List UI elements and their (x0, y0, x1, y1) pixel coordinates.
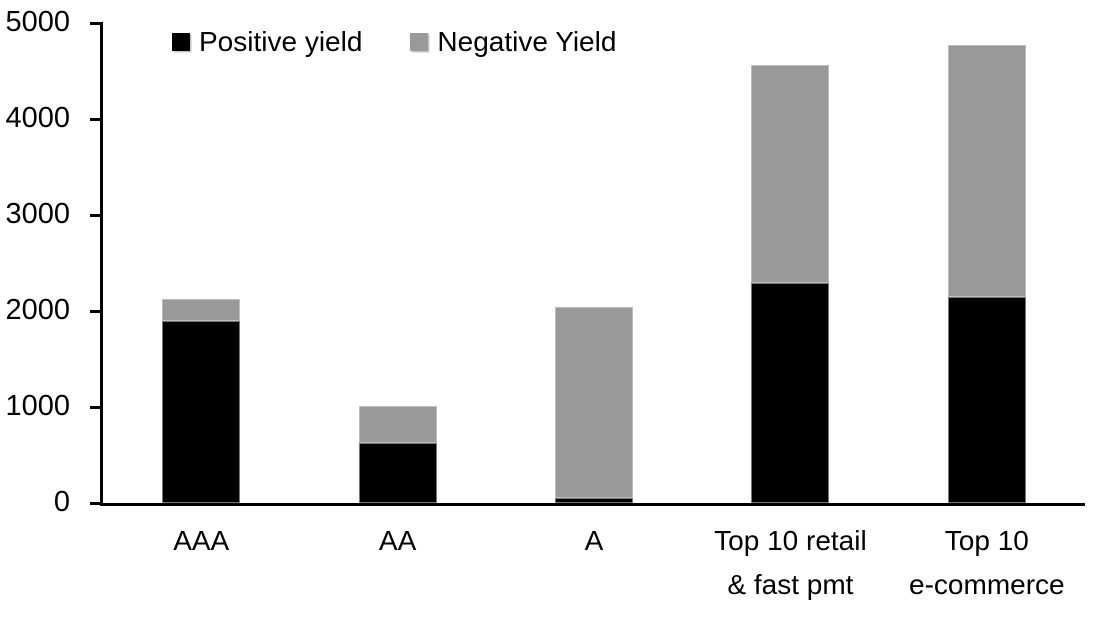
y-tick-label-0: 0 (53, 486, 70, 519)
bar-aaa-positive-yield (162, 320, 241, 503)
y-tick-mark-5000 (90, 21, 103, 25)
bar-a-positive-yield (555, 498, 633, 503)
legend-item-negative-yield: Negative Yield (410, 26, 617, 58)
legend: Positive yield Negative Yield (172, 26, 617, 58)
bar-top-10-e-commerce-negative-yield (947, 45, 1026, 297)
plot-area (90, 21, 1085, 506)
bar-aa-negative-yield (358, 406, 437, 443)
x-category-label-aa: AA (378, 525, 417, 556)
y-tick-label-5000: 5000 (5, 6, 70, 39)
bar-aaa-negative-yield (162, 298, 241, 321)
legend-item-positive-yield: Positive yield (172, 26, 363, 58)
x-axis-labels: AAA AA A Top 10 retail & fast pmt Top 10 e-com… (103, 519, 1085, 607)
bar-top-10-retail-fast-pmt-positive-yield (751, 283, 830, 503)
legend-label-negative-yield: Negative Yield (437, 26, 617, 57)
y-axis-labels: 0 1000 2000 3000 4000 5000 (0, 0, 70, 618)
x-category-label-top-10-e-commerce: Top 10 e-commerce (909, 525, 1065, 600)
y-tick-mark-1000 (90, 405, 103, 409)
y-tick-mark-3000 (90, 213, 103, 217)
bar-aa-positive-yield (358, 442, 437, 503)
y-tick-label-4000: 4000 (5, 102, 70, 135)
legend-swatch-positive-yield-icon (172, 33, 190, 52)
x-category-label-aaa: AAA (173, 525, 230, 556)
y-tick-mark-0 (90, 501, 103, 505)
x-category-label-a: A (584, 525, 604, 556)
y-tick-label-2000: 2000 (5, 294, 70, 327)
bar-top-10-e-commerce-positive-yield (947, 296, 1026, 503)
bar-top-10-retail-fast-pmt-negative-yield (751, 65, 830, 284)
x-category-label-top-10-retail-fast-pmt: Top 10 retail & fast pmt (714, 525, 867, 600)
legend-label-positive-yield: Positive yield (199, 26, 363, 57)
legend-swatch-negative-yield-icon (410, 33, 429, 52)
y-tick-mark-2000 (90, 309, 103, 313)
bar-a-negative-yield (555, 307, 633, 499)
y-tick-label-1000: 1000 (5, 390, 70, 423)
y-tick-mark-4000 (90, 117, 103, 121)
y-tick-label-3000: 3000 (5, 198, 70, 231)
